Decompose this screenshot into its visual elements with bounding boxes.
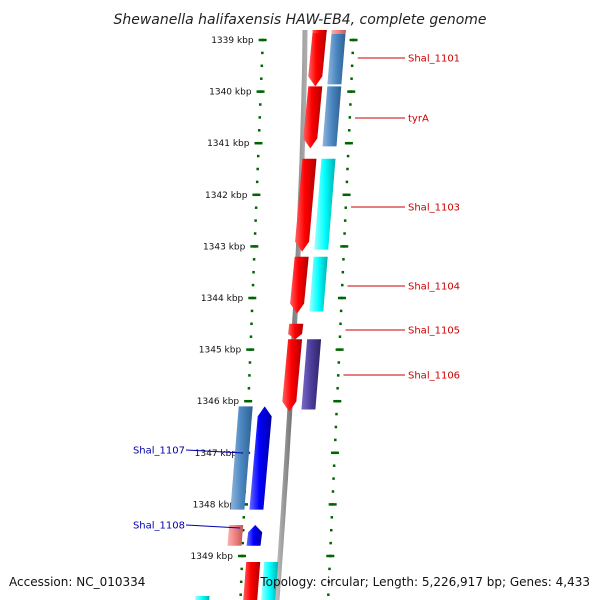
ruler-tick-label: 1346 kbp	[197, 397, 240, 407]
gene-label[interactable]: Shal_1103	[408, 203, 460, 214]
gene-labels: Shal_1101 tyrA Shal_1103 Shal_1104 Shal_1105…	[133, 54, 460, 532]
map-title: Shewanella halifaxensis HAW-EB4, complet…	[113, 12, 486, 28]
gene-arrow[interactable]	[246, 525, 263, 546]
topology-text: Topology: circular; Length: 5,226,917 bp…	[260, 575, 590, 589]
gene-arrow[interactable]	[282, 339, 303, 412]
gene-arrow[interactable]	[308, 30, 327, 87]
gene-arrow-partial[interactable]	[243, 562, 261, 600]
gene-label[interactable]: Shal_1108	[133, 521, 185, 532]
ruler-tick-label: 1349 kbp	[191, 552, 234, 562]
kbp-ruler: 1339 kbp 1340 kbp 1341 kbp 1342 kbp 1343 kbp…	[191, 36, 358, 596]
ruler-tick-label: 1345 kbp	[199, 346, 242, 356]
cds-block[interactable]	[314, 158, 336, 250]
gene-arrow[interactable]	[249, 406, 272, 510]
ruler-tick-label: 1348 kbp	[193, 500, 236, 510]
ruler-tick-label: 1343 kbp	[203, 242, 246, 252]
ruler-tick-label: 1342 kbp	[205, 191, 248, 201]
gene-arrow[interactable]	[303, 86, 323, 149]
cds-block-partial[interactable]	[331, 30, 346, 34]
gene-label[interactable]: Shal_1106	[408, 371, 460, 382]
gene-label[interactable]: tyrA	[408, 114, 429, 125]
ruler-tick-label: 1339 kbp	[211, 36, 254, 46]
ruler-tick-label: 1344 kbp	[201, 294, 244, 304]
cds-block[interactable]	[301, 339, 322, 410]
gene-arrow[interactable]	[295, 158, 317, 252]
gene-label[interactable]: Shal_1107	[133, 446, 185, 457]
gene-label-leader	[185, 449, 244, 454]
gene-label-leader	[185, 524, 241, 529]
gene-arrow[interactable]	[288, 323, 304, 340]
gene-label[interactable]: Shal_1101	[408, 54, 460, 65]
cds-block[interactable]	[227, 525, 244, 546]
gene-label[interactable]: Shal_1104	[408, 282, 460, 293]
accession-text: Accession: NC_010334	[9, 575, 146, 589]
genome-backbone	[274, 29, 308, 600]
cds-block-partial[interactable]	[261, 562, 279, 600]
cds-block-partial[interactable]	[195, 596, 210, 600]
gene-arrow[interactable]	[290, 256, 309, 314]
cds-block[interactable]	[230, 406, 253, 510]
ruler-tick-label: 1340 kbp	[209, 88, 252, 98]
gene-arrow-partial[interactable]	[312, 30, 327, 34]
cds-block[interactable]	[322, 86, 342, 147]
gene-track	[195, 30, 346, 600]
ruler-tick-label: 1347 kbp	[195, 449, 238, 459]
backbone-line	[274, 29, 308, 600]
gene-label[interactable]: Shal_1105	[408, 326, 460, 337]
ruler-tick-label: 1341 kbp	[207, 139, 250, 149]
cds-block[interactable]	[309, 256, 328, 312]
cds-block[interactable]	[327, 30, 346, 85]
